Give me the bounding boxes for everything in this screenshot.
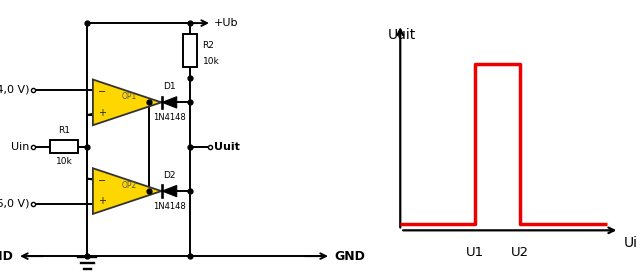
Text: +Ub: +Ub [214,18,238,28]
Text: U2: U2 [511,246,529,259]
Text: Uuit: Uuit [388,28,416,42]
Text: GND: GND [0,250,13,263]
Text: U1: U1 [466,246,484,259]
Text: Uuit: Uuit [214,142,239,152]
Text: 1N4148: 1N4148 [153,113,186,122]
Text: U2 (+6,0 V): U2 (+6,0 V) [0,199,30,209]
Text: R1: R1 [58,127,70,136]
Text: Uin: Uin [623,236,638,250]
Polygon shape [93,168,161,214]
Text: U1 (+4,0 V): U1 (+4,0 V) [0,85,30,95]
Polygon shape [162,97,177,108]
Text: D1: D1 [163,82,176,91]
Text: +: + [98,108,106,118]
Text: GND: GND [334,250,366,263]
Text: −: − [98,176,106,186]
Text: OP2: OP2 [121,181,137,190]
Text: −: − [98,87,106,97]
Text: D2: D2 [163,171,175,179]
Text: R2: R2 [202,41,214,50]
Text: OP1: OP1 [121,92,137,101]
Bar [50,140,78,153]
Text: 10k: 10k [202,57,219,66]
Polygon shape [93,80,161,125]
Bar [183,34,197,67]
Text: Uin: Uin [11,142,30,152]
Text: 10k: 10k [56,157,73,166]
Text: +: + [98,196,106,206]
Polygon shape [162,185,177,197]
Text: 1N4148: 1N4148 [153,202,186,211]
